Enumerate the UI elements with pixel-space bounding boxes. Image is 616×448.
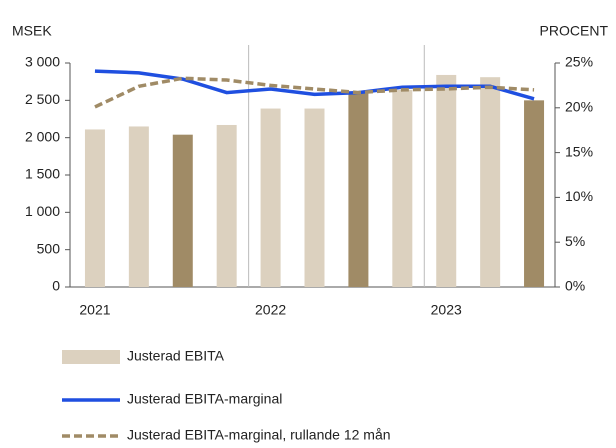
y-tick-label: 2 000 [25, 128, 60, 144]
y-axis-label: MSEK [12, 23, 52, 39]
y2-axis-label: PROCENT [540, 23, 609, 39]
bar [524, 100, 545, 287]
x-tick-label: 2023 [431, 302, 462, 318]
y-tick-label: 0 [52, 278, 60, 294]
y2-tick-label: 0% [565, 278, 585, 294]
y-tick-label: 1 000 [25, 203, 60, 219]
legend-label: Justerad EBITA [127, 348, 225, 364]
legend-swatch [62, 350, 120, 364]
x-tick-label: 2021 [79, 302, 110, 318]
line-series [94, 76, 535, 109]
bar [172, 134, 193, 287]
y-tick-label: 500 [37, 240, 61, 256]
y2-tick-label: 20% [565, 99, 593, 115]
y-tick-label: 3 000 [25, 54, 60, 70]
x-tick-label: 2022 [255, 302, 286, 318]
line-series [94, 69, 535, 101]
bar [480, 77, 501, 287]
y-tick-label: 2 500 [25, 91, 60, 107]
y2-tick-label: 10% [565, 188, 593, 204]
bar [216, 124, 237, 288]
bar [84, 129, 105, 287]
bar [128, 126, 149, 287]
y2-tick-label: 5% [565, 233, 585, 249]
bar [348, 91, 369, 287]
legend-label: Justerad EBITA-marginal [127, 391, 282, 407]
bar [304, 108, 325, 288]
y2-tick-label: 15% [565, 143, 593, 159]
y-tick-label: 1 500 [25, 166, 60, 182]
bar [392, 89, 413, 287]
bar [260, 108, 281, 288]
legend-label: Justerad EBITA-marginal, rullande 12 mån [127, 427, 391, 443]
y2-tick-label: 25% [565, 54, 593, 70]
bar [436, 74, 457, 288]
